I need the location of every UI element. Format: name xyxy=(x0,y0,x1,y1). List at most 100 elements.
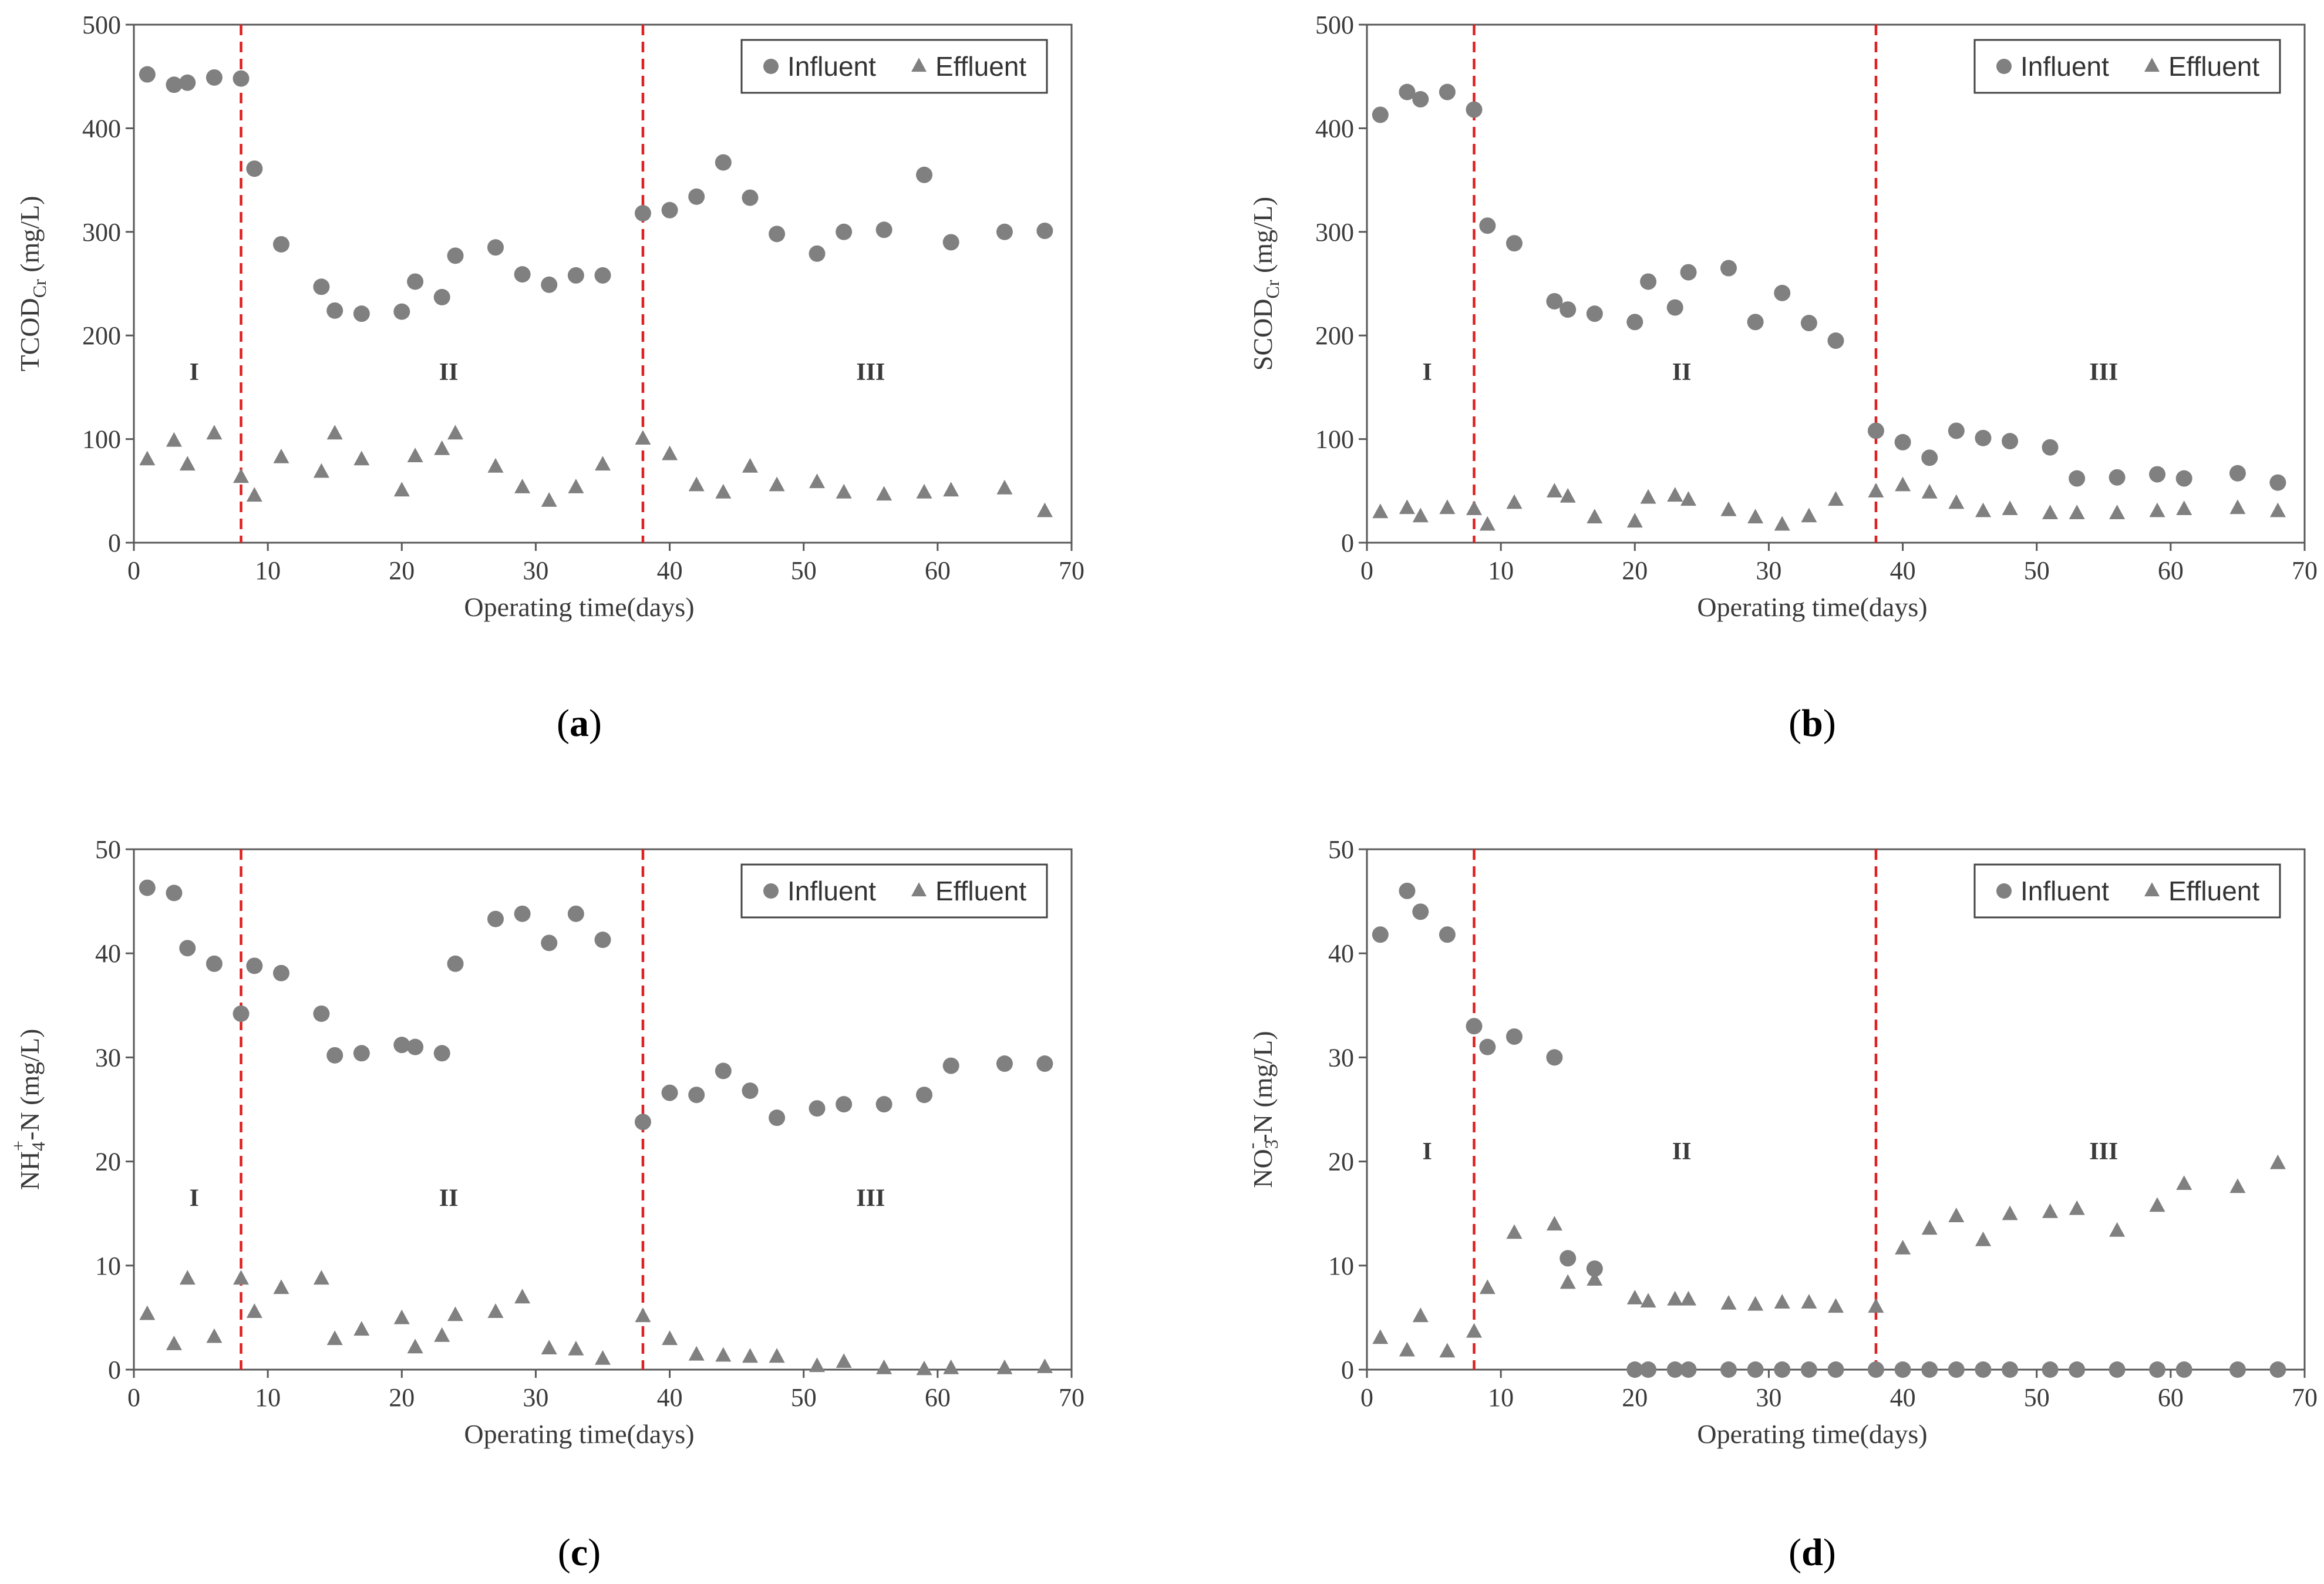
data-point-effluent xyxy=(1720,501,1737,516)
data-point-influent xyxy=(1479,217,1496,234)
phase-label: III xyxy=(2089,359,2118,386)
data-point-effluent xyxy=(876,486,892,501)
data-point-effluent xyxy=(2269,502,2286,517)
panel-caption-paren: ( xyxy=(558,1531,571,1574)
data-point-influent xyxy=(487,239,504,256)
data-point-influent xyxy=(313,1005,330,1022)
phase-label: II xyxy=(439,1185,459,1212)
panel-caption-paren: ( xyxy=(1789,702,1801,745)
x-tick-label: 20 xyxy=(389,1383,415,1412)
data-point-effluent xyxy=(166,432,182,447)
data-point-influent xyxy=(2175,470,2192,487)
x-axis-label: Operating time(days) xyxy=(464,592,694,622)
phase-label: II xyxy=(439,359,459,386)
x-axis-label: Operating time(days) xyxy=(464,1419,694,1449)
panel-caption-paren: ) xyxy=(1823,702,1836,745)
data-point-effluent xyxy=(1560,488,1576,503)
panel-caption: (a) xyxy=(557,702,602,745)
data-point-influent xyxy=(594,931,611,949)
data-point-influent xyxy=(1975,1361,1992,1378)
data-point-effluent xyxy=(353,450,370,466)
data-point-influent xyxy=(1036,223,1053,240)
data-point-effluent xyxy=(1747,1296,1764,1311)
series-influent xyxy=(1372,882,2286,1378)
data-point-influent xyxy=(836,1096,853,1113)
data-point-influent xyxy=(353,1045,370,1062)
x-tick-label: 40 xyxy=(657,556,683,585)
legend-effluent-marker xyxy=(2144,58,2160,72)
y-tick-label: 10 xyxy=(1328,1252,1354,1280)
series-influent xyxy=(139,66,1053,322)
x-tick-label: 0 xyxy=(1360,1383,1373,1412)
y-tick-label: 200 xyxy=(1315,321,1354,350)
data-point-effluent xyxy=(326,425,343,440)
data-point-influent xyxy=(1586,305,1603,322)
data-point-effluent xyxy=(715,1347,732,1362)
data-point-effluent xyxy=(1372,1329,1389,1344)
y-axis-label-main: SCOD xyxy=(1248,299,1278,371)
data-point-influent xyxy=(1479,1038,1496,1055)
data-point-effluent xyxy=(1372,503,1389,519)
data-point-influent xyxy=(407,273,424,290)
data-point-influent xyxy=(1720,260,1737,277)
x-tick-label: 20 xyxy=(1622,1383,1648,1412)
data-point-influent xyxy=(1626,1361,1643,1378)
y-axis-label-unit: (mg/L) xyxy=(15,196,45,279)
data-point-effluent xyxy=(688,476,705,492)
data-point-influent xyxy=(1680,264,1697,281)
data-point-effluent xyxy=(662,1330,678,1346)
data-point-influent xyxy=(2175,1361,2192,1378)
data-point-influent xyxy=(1720,1361,1737,1378)
data-point-effluent xyxy=(568,1340,584,1356)
data-point-influent xyxy=(2109,1361,2126,1378)
x-tick-label: 50 xyxy=(791,556,817,585)
data-point-effluent xyxy=(742,458,758,473)
y-tick-label: 500 xyxy=(82,11,121,39)
data-point-influent xyxy=(2149,1361,2166,1378)
data-point-influent xyxy=(206,955,223,972)
data-point-influent xyxy=(1412,903,1429,920)
data-point-effluent xyxy=(1680,1290,1696,1306)
data-point-effluent xyxy=(246,487,262,502)
data-point-effluent xyxy=(393,482,410,497)
data-point-effluent xyxy=(1626,513,1643,528)
data-point-influent xyxy=(1399,83,1416,100)
data-point-effluent xyxy=(2069,505,2085,519)
data-point-effluent xyxy=(1640,489,1656,504)
data-point-influent xyxy=(2229,465,2246,482)
legend: Influent Effluent xyxy=(740,863,1048,919)
data-point-influent xyxy=(139,66,156,83)
data-point-effluent xyxy=(487,1303,504,1318)
data-point-influent xyxy=(1546,1049,1563,1066)
data-point-influent xyxy=(875,1096,892,1113)
legend-effluent-label: Effluent xyxy=(935,51,1026,82)
data-point-influent xyxy=(2069,1361,2086,1378)
data-point-influent xyxy=(407,1038,424,1055)
data-point-influent xyxy=(233,70,250,87)
y-tick-label: 30 xyxy=(1328,1043,1354,1072)
data-point-effluent xyxy=(233,468,249,483)
data-point-effluent xyxy=(662,445,678,460)
data-point-effluent xyxy=(1801,1294,1817,1309)
data-point-effluent xyxy=(2149,1197,2165,1212)
data-point-influent xyxy=(2069,470,2086,487)
data-point-effluent xyxy=(1587,509,1603,524)
phase-label: I xyxy=(1422,1138,1432,1165)
x-axis-label: Operating time(days) xyxy=(1697,1419,1927,1449)
y-axis-label-subscript: 4 xyxy=(28,1142,49,1151)
panel-caption-letter: b xyxy=(1801,702,1823,745)
data-point-effluent xyxy=(876,1359,892,1374)
data-point-effluent xyxy=(1439,1343,1456,1358)
data-point-effluent xyxy=(407,1339,423,1354)
data-point-influent xyxy=(1894,433,1911,450)
data-point-influent xyxy=(715,1062,732,1079)
data-point-influent xyxy=(1372,106,1389,123)
data-point-effluent xyxy=(166,1336,182,1350)
data-point-influent xyxy=(1412,91,1429,108)
data-point-influent xyxy=(166,885,183,902)
legend-effluent-label: Effluent xyxy=(935,876,1026,906)
plot-area-frame xyxy=(1366,848,2306,1371)
data-point-influent xyxy=(1975,429,1992,446)
data-point-effluent xyxy=(916,1360,932,1376)
data-point-influent xyxy=(433,1045,450,1062)
